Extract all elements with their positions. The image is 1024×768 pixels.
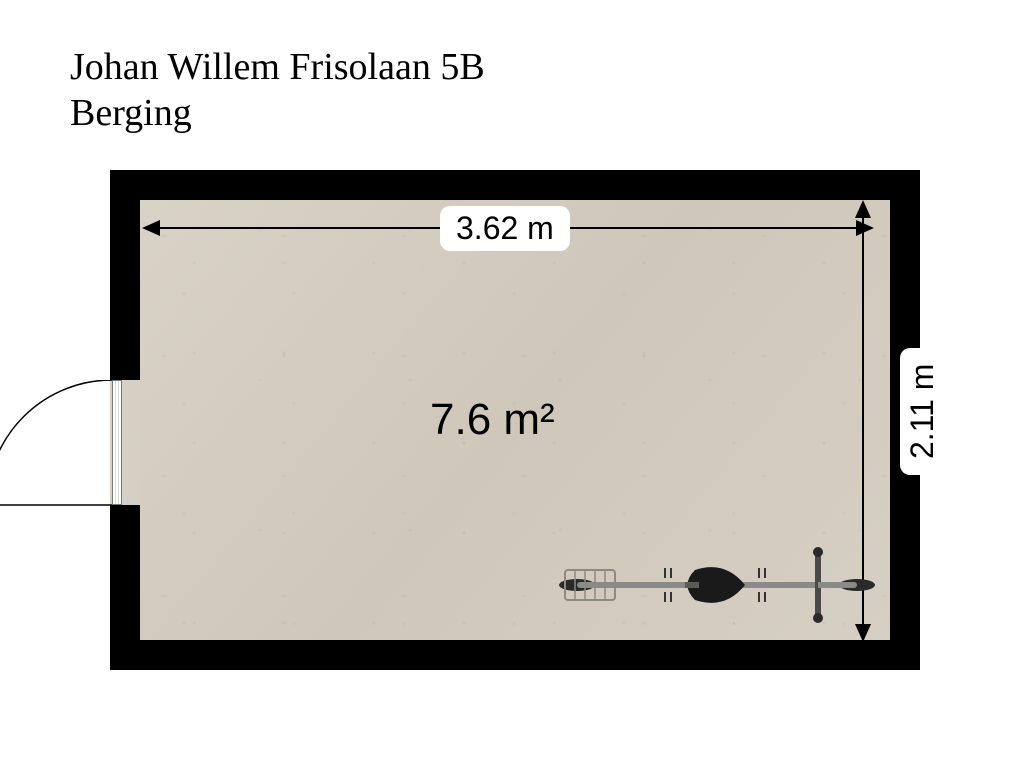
dimension-label-width: 3.62 m [440, 206, 570, 251]
address-line: Johan Willem Frisolaan 5B [70, 45, 485, 91]
dimension-arrow-up [855, 200, 871, 218]
dimension-line-height [862, 210, 864, 630]
door-slab [112, 380, 122, 505]
dimension-arrow-left [142, 220, 160, 236]
dimension-arrow-right [856, 220, 874, 236]
dimension-arrow-down [855, 624, 871, 642]
title-block: Johan Willem Frisolaan 5B Berging [70, 45, 485, 136]
dimension-label-height: 2.11 m [900, 348, 945, 475]
floorplan-canvas: Johan Willem Frisolaan 5B Berging 3.62 m… [0, 0, 1024, 768]
room-type-line: Berging [70, 91, 485, 137]
area-label: 7.6 m² [430, 395, 555, 445]
